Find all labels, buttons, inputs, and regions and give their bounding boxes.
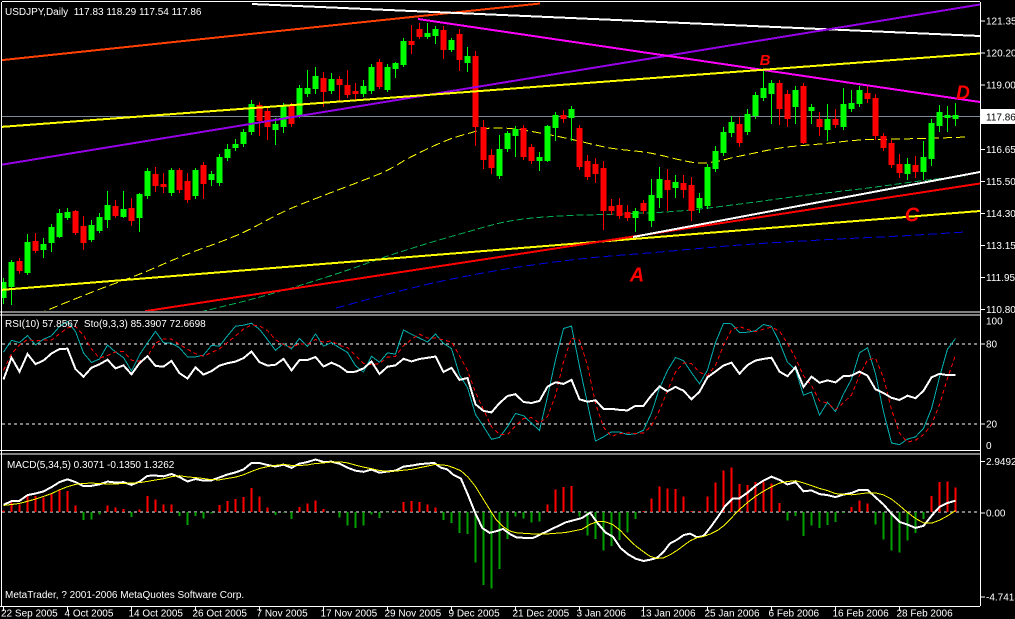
svg-text:110.80: 110.80 <box>986 305 1015 316</box>
svg-text:117.86: 117.86 <box>986 113 1015 124</box>
svg-text:USDJPY,Daily 117.83 118.29 11: USDJPY,Daily 117.83 118.29 117.54 117.86 <box>5 7 202 18</box>
svg-text:16 Feb 2006: 16 Feb 2006 <box>833 609 890 619</box>
svg-text:29 Nov 2005: 29 Nov 2005 <box>385 609 442 619</box>
svg-text:MetaTrader, ? 2001-2006 MetaQu: MetaTrader, ? 2001-2006 MetaQuotes Softw… <box>5 590 244 601</box>
svg-text:80: 80 <box>986 339 998 350</box>
svg-text:4 Oct 2005: 4 Oct 2005 <box>65 609 114 619</box>
svg-text:116.65: 116.65 <box>986 145 1015 156</box>
svg-text:6 Feb 2006: 6 Feb 2006 <box>769 609 820 619</box>
svg-text:B: B <box>760 52 771 69</box>
svg-text:7 Nov 2005: 7 Nov 2005 <box>257 609 309 619</box>
svg-text:120.20: 120.20 <box>986 49 1015 60</box>
svg-text:113.15: 113.15 <box>986 241 1015 252</box>
svg-text:0: 0 <box>986 441 992 452</box>
svg-text:115.50: 115.50 <box>986 177 1015 188</box>
svg-text:2.9492: 2.9492 <box>986 457 1015 468</box>
svg-text:D: D <box>956 83 970 104</box>
svg-text:26 Oct 2005: 26 Oct 2005 <box>193 609 248 619</box>
svg-text:119.00: 119.00 <box>986 81 1015 92</box>
svg-text:22 Sep 2005: 22 Sep 2005 <box>1 609 58 619</box>
svg-text:9 Dec 2005: 9 Dec 2005 <box>449 609 501 619</box>
svg-text:RSI(10) 57.8567 Sto(9,3,3) 85: RSI(10) 57.8567 Sto(9,3,3) 85.3907 72.66… <box>5 319 206 330</box>
svg-text:17 Nov 2005: 17 Nov 2005 <box>321 609 378 619</box>
svg-text:111.95: 111.95 <box>986 273 1015 284</box>
svg-text:A: A <box>629 265 644 287</box>
svg-text:121.35: 121.35 <box>986 17 1015 28</box>
svg-text:-4.7413: -4.7413 <box>986 593 1015 604</box>
svg-text:C: C <box>905 205 920 227</box>
svg-text:3 Jan 2006: 3 Jan 2006 <box>577 609 627 619</box>
svg-text:0.00: 0.00 <box>986 509 1006 520</box>
svg-text:21 Dec 2005: 21 Dec 2005 <box>513 609 570 619</box>
svg-text:13 Jan 2006: 13 Jan 2006 <box>641 609 696 619</box>
svg-text:MACD(5,34,5) 0.3071 -0.1350 1.: MACD(5,34,5) 0.3071 -0.1350 1.3262 <box>7 460 175 471</box>
svg-text:25 Jan 2006: 25 Jan 2006 <box>705 609 760 619</box>
svg-text:20: 20 <box>986 420 998 431</box>
svg-text:100: 100 <box>986 317 1003 328</box>
svg-text:28 Feb 2006: 28 Feb 2006 <box>897 609 954 619</box>
svg-text:14 Oct 2005: 14 Oct 2005 <box>129 609 184 619</box>
svg-text:114.30: 114.30 <box>986 209 1015 220</box>
